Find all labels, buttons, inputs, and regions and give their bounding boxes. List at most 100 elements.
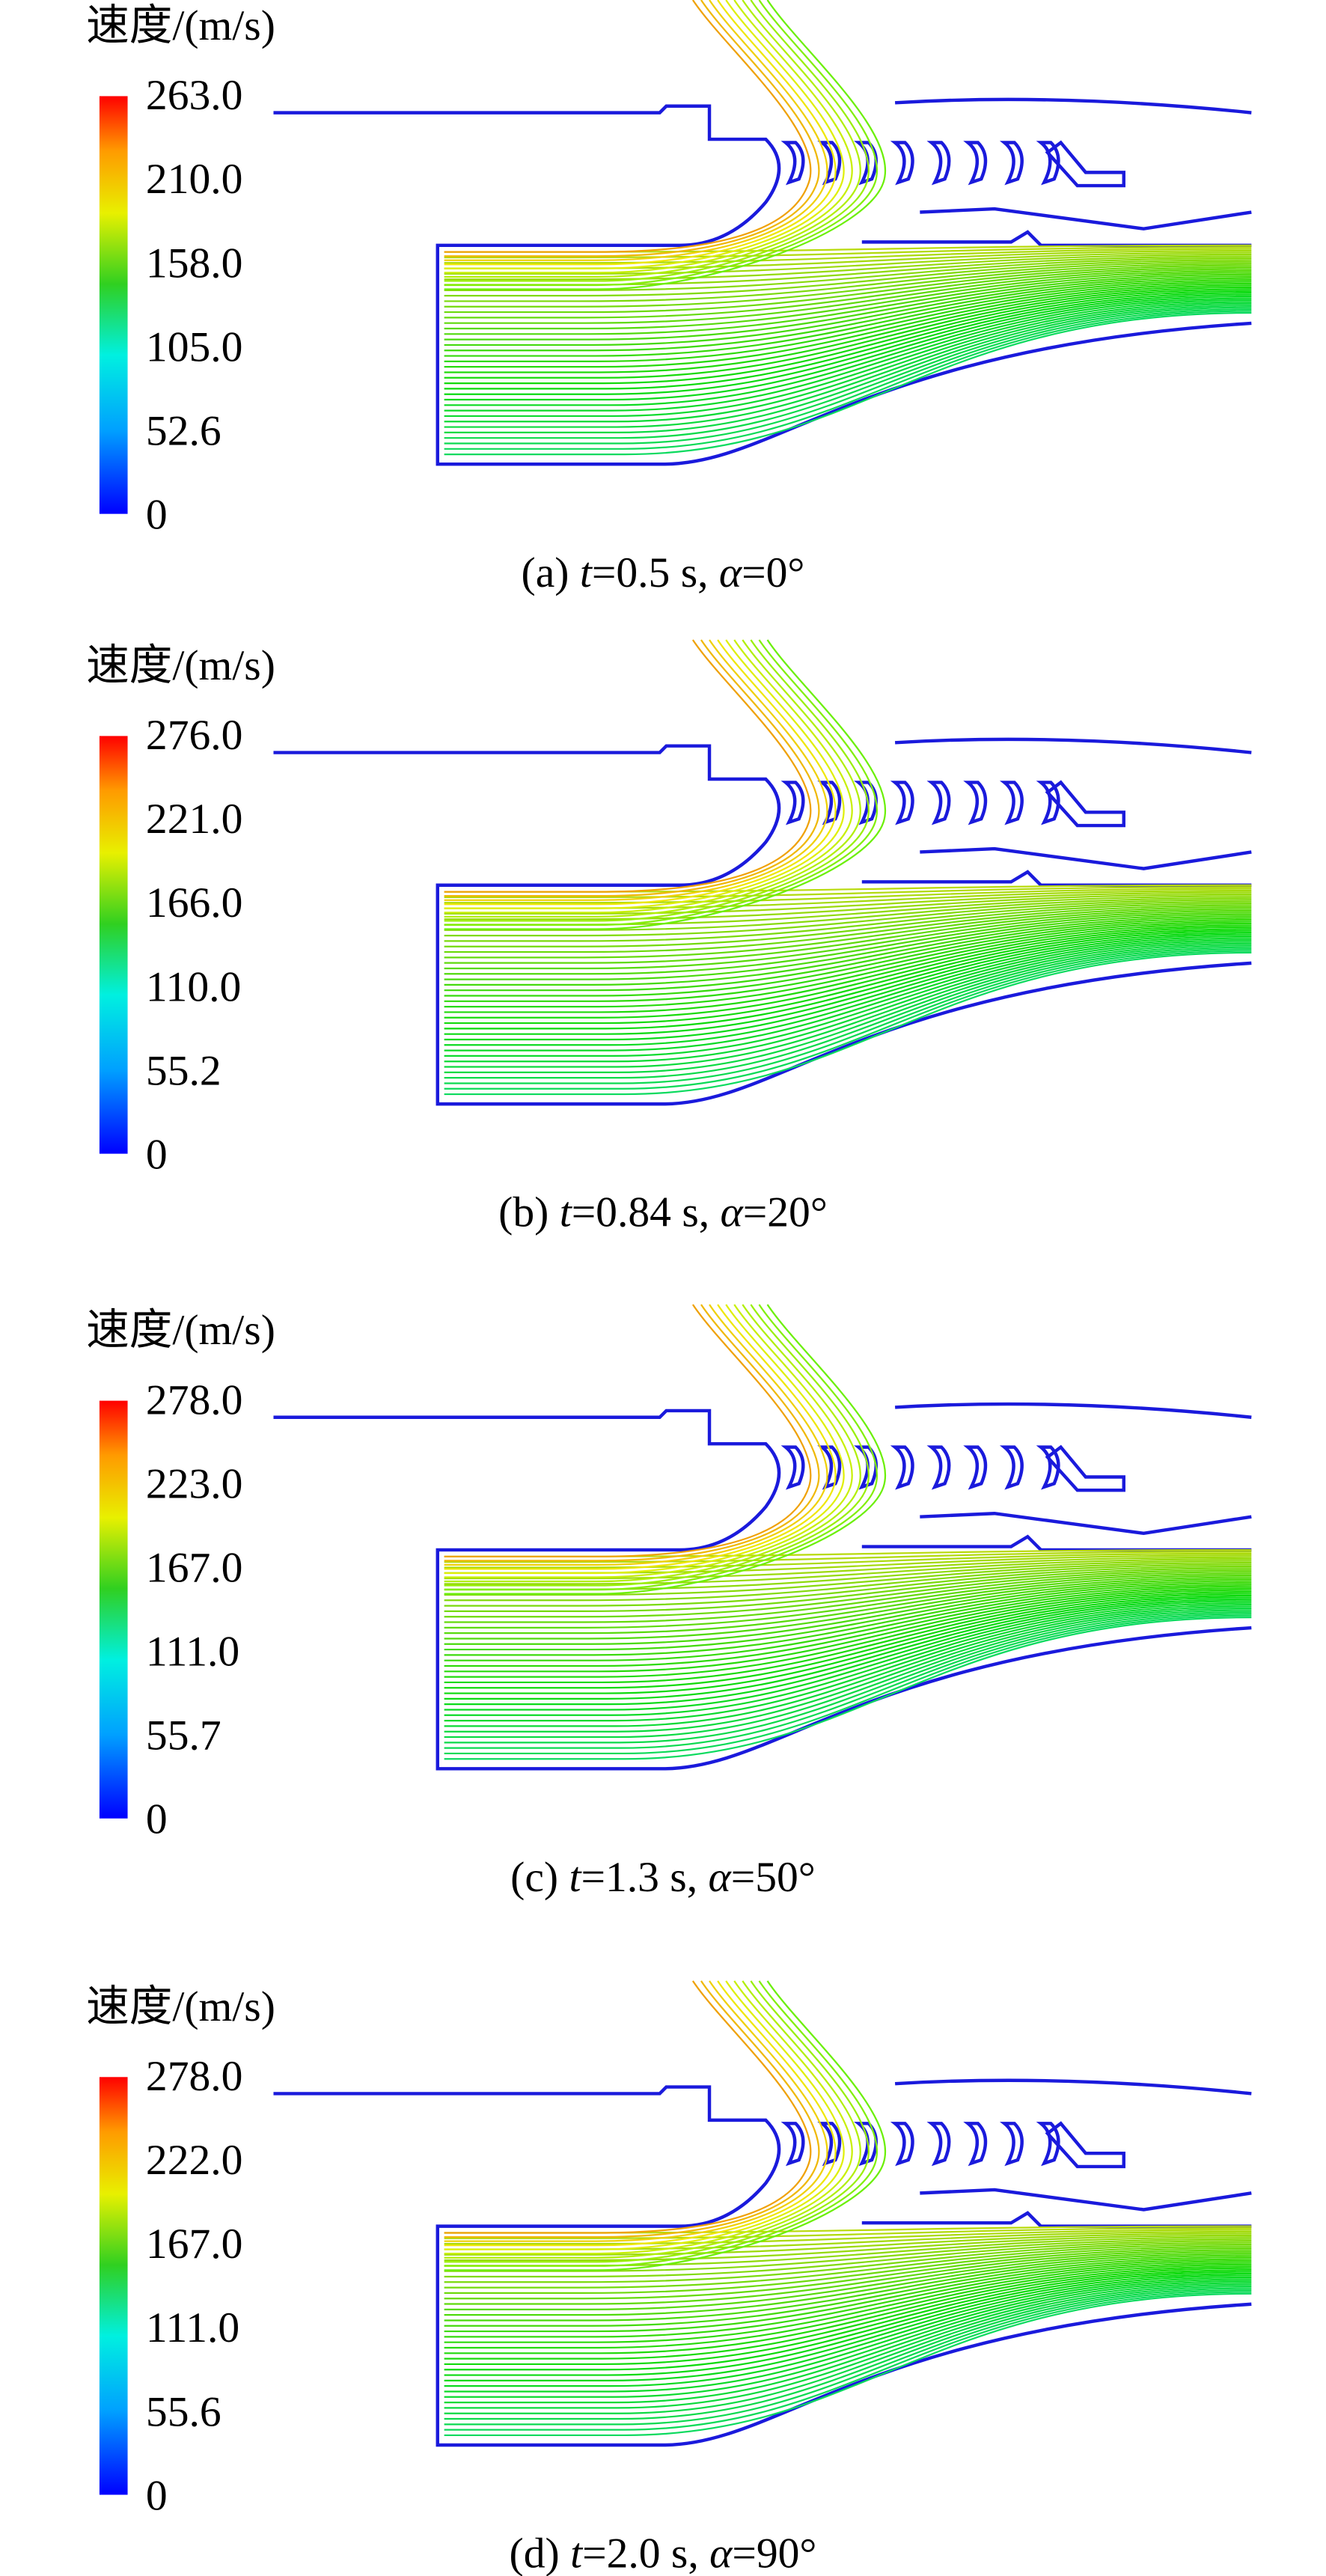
streamline <box>444 2238 1252 2272</box>
streamline <box>444 950 1252 1090</box>
streamline <box>444 1552 1252 1569</box>
streamline <box>444 0 828 261</box>
streamline <box>444 1304 878 1591</box>
legend-title: 速度/(m/s) <box>86 642 275 689</box>
streamline <box>444 639 812 893</box>
streamline <box>444 946 1252 1079</box>
colorbar <box>99 96 128 514</box>
streamline <box>444 251 1252 275</box>
streamline <box>444 921 1252 1002</box>
panel: 速度/(m/s) 276.0 221.0 166.0 110.0 55.2 0 (b) t=0… <box>86 639 1252 1236</box>
streamline <box>444 893 1252 921</box>
streamline <box>444 639 820 897</box>
colorbar-tick-label: 222.0 <box>146 2137 243 2184</box>
streamline <box>444 891 1252 915</box>
panel: 速度/(m/s) 278.0 223.0 167.0 111.0 55.7 0 (c) t=1… <box>86 1304 1252 1901</box>
streamline <box>444 2262 1252 2343</box>
caption-part: t <box>570 2530 584 2576</box>
streamline <box>444 273 1252 341</box>
streamline <box>444 928 1252 1025</box>
casing-outline <box>273 2085 1252 2447</box>
tail-vane <box>1045 2121 1125 2169</box>
streamline <box>444 292 1252 395</box>
vane <box>963 2122 988 2167</box>
streamline <box>444 2232 1252 2256</box>
legend-title: 速度/(m/s) <box>86 2 275 49</box>
streamline <box>444 935 1252 1046</box>
streamline <box>444 1598 1252 1706</box>
streamline <box>444 259 1252 297</box>
streamline <box>444 639 837 906</box>
flap-outline <box>861 207 1252 248</box>
vane <box>926 2122 951 2167</box>
streamline <box>444 944 1252 1073</box>
streamline <box>444 1587 1252 1673</box>
caption-part: (d) <box>510 2530 571 2576</box>
streamline <box>444 284 1252 373</box>
streamline <box>444 1980 820 2238</box>
tail-vane <box>1045 140 1125 188</box>
colorbar-tick-label: 52.6 <box>146 407 221 454</box>
streamline <box>444 930 1252 1030</box>
streamline <box>444 0 870 282</box>
streamline <box>444 941 1252 1063</box>
streamline <box>444 917 1252 992</box>
streamline <box>444 282 1252 368</box>
streamline <box>444 302 1252 428</box>
vane <box>780 2122 805 2167</box>
streamline <box>444 299 1252 418</box>
streamline <box>444 906 1252 959</box>
streamline <box>444 2254 1252 2322</box>
streamline <box>444 904 1252 953</box>
streamline <box>444 277 1252 352</box>
caption: (c) t=1.3 s, α=50° <box>510 1854 816 1901</box>
streamline <box>444 1304 812 1557</box>
streamline <box>444 2225 1252 2234</box>
streamline <box>444 1980 828 2242</box>
streamline <box>444 305 1252 433</box>
streamline <box>444 1596 1252 1700</box>
colorbar-tick-label: 0 <box>146 491 168 538</box>
streamline <box>444 2287 1252 2420</box>
colorbar-tick-label: 167.0 <box>146 2221 243 2268</box>
legend-title: 速度/(m/s) <box>86 1307 275 1354</box>
colorbar-tick-label: 167.0 <box>146 1544 243 1591</box>
streamline <box>444 0 845 269</box>
caption-part: α <box>709 1854 733 1901</box>
colorbar-tick-label: 210.0 <box>146 156 243 203</box>
streamline <box>444 639 878 927</box>
caption-part: α <box>721 1189 745 1236</box>
streamline <box>444 2256 1252 2327</box>
caption: (d) t=2.0 s, α=90° <box>510 2530 817 2576</box>
streamline <box>444 1600 1252 1711</box>
streamline <box>444 1576 1252 1640</box>
streamline <box>444 884 1252 893</box>
streamline <box>444 264 1252 314</box>
streamline <box>444 933 1252 1041</box>
tail-vane <box>1045 780 1125 828</box>
streamline <box>444 268 1252 324</box>
shroud-outline <box>894 2078 1252 2096</box>
streamline <box>444 1574 1252 1635</box>
shroud-outline <box>894 737 1252 754</box>
streamline <box>444 639 861 918</box>
casing-outline <box>273 104 1252 466</box>
streamline <box>444 297 1252 412</box>
streamline <box>444 942 1252 1068</box>
caption-part: =20° <box>743 1189 828 1236</box>
streamline <box>444 286 1252 379</box>
vane <box>963 781 988 825</box>
streamline <box>444 2249 1252 2305</box>
streamline <box>444 266 1252 319</box>
vane <box>890 141 914 186</box>
caption-part: =0.5 s, <box>592 549 719 596</box>
streamline <box>444 253 1252 281</box>
streamline <box>444 2250 1252 2310</box>
streamline <box>444 1567 1252 1613</box>
streamline <box>444 1593 1252 1689</box>
streamline <box>444 1571 1252 1623</box>
streamline <box>444 1565 1252 1607</box>
colorbar-tick-label: 111.0 <box>146 1628 239 1675</box>
